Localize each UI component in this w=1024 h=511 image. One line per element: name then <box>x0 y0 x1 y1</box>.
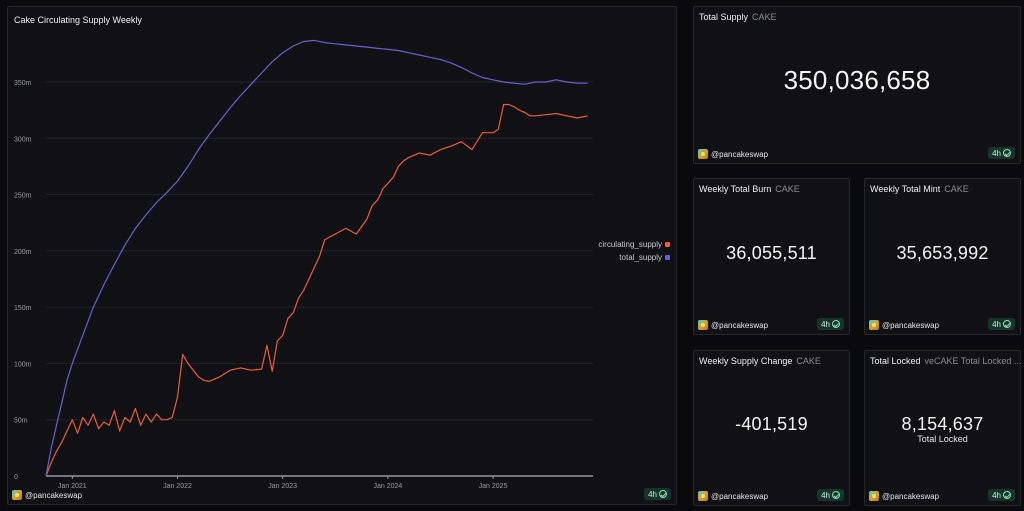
author-link[interactable]: @pancakeswap <box>869 320 939 330</box>
y-tick-label: 150m <box>14 305 32 312</box>
x-tick-label: Jan 2025 <box>479 483 508 490</box>
card-unit: CAKE <box>775 184 800 194</box>
legend-item-circulating[interactable]: circulating_supply <box>598 240 670 249</box>
chart-card: Cake Circulating Supply Weekly 0 50m 100m 1… <box>7 6 677 505</box>
author-link[interactable]: @pancakeswap <box>698 149 768 159</box>
check-circle-icon <box>1003 491 1011 499</box>
card-title: Total Locked veCAKE Total Locked ... <box>870 356 1021 366</box>
y-tick-label: 350m <box>14 80 32 87</box>
author-name: @pancakeswap <box>25 490 83 500</box>
weekly-burn-card: Weekly Total Burn CAKE 36,055,511 @pancak… <box>693 178 850 335</box>
refresh-badge[interactable]: 4h <box>988 147 1015 159</box>
total-locked-sublabel: Total Locked <box>917 434 968 444</box>
weekly-mint-card: Weekly Total Mint CAKE 35,653,992 @pancak… <box>864 178 1021 335</box>
card-title: Weekly Supply Change CAKE <box>699 356 821 366</box>
weekly-burn-value: 36,055,511 <box>726 243 817 263</box>
author-link[interactable]: @pancakeswap <box>698 320 768 330</box>
avatar <box>869 320 879 330</box>
refresh-label: 4h <box>992 490 1001 500</box>
chart-title: Cake Circulating Supply Weekly <box>14 15 142 25</box>
total-supply-value: 350,036,658 <box>783 65 931 95</box>
card-unit: CAKE <box>796 356 821 366</box>
card-title-text: Total Locked <box>870 356 921 366</box>
avatar <box>698 149 708 159</box>
card-title-text: Weekly Total Burn <box>699 184 772 194</box>
card-unit: veCAKE Total Locked ... <box>924 356 1022 366</box>
legend-label: circulating_supply <box>598 240 662 249</box>
refresh-label: 4h <box>821 319 830 329</box>
author-link[interactable]: @pancakeswap <box>869 491 939 501</box>
refresh-label: 4h <box>992 148 1001 158</box>
legend-label: total_supply <box>619 253 662 262</box>
check-circle-icon <box>1003 320 1011 328</box>
y-tick-label: 250m <box>14 193 32 200</box>
card-title-text: Weekly Total Mint <box>870 184 941 194</box>
series-line-circulating-supply <box>45 103 588 477</box>
author-link[interactable]: @pancakeswap <box>12 490 82 500</box>
author-name: @pancakeswap <box>882 491 940 501</box>
card-title: Total Supply CAKE <box>699 12 777 22</box>
x-tick-label: Jan 2024 <box>373 483 402 490</box>
y-tick-label: 100m <box>14 361 32 368</box>
author-link[interactable]: @pancakeswap <box>698 491 768 501</box>
x-tick-label: Jan 2023 <box>268 483 297 490</box>
check-circle-icon <box>659 490 667 498</box>
total-locked-value: 8,154,637 <box>901 414 984 434</box>
check-circle-icon <box>832 491 840 499</box>
series-line-total-supply <box>45 39 588 477</box>
author-name: @pancakeswap <box>711 320 769 330</box>
legend-swatch <box>665 242 670 247</box>
refresh-badge[interactable]: 4h <box>817 489 844 501</box>
check-circle-icon <box>1003 149 1011 157</box>
x-tick-label: Jan 2021 <box>58 483 87 490</box>
author-name: @pancakeswap <box>711 491 769 501</box>
avatar <box>12 490 22 500</box>
refresh-badge[interactable]: 4h <box>988 318 1015 330</box>
avatar <box>698 320 708 330</box>
avatar <box>869 491 879 501</box>
y-tick-label: 300m <box>14 136 32 143</box>
y-tick-label: 200m <box>14 249 32 256</box>
total-supply-card: Total Supply CAKE 350,036,658 @pancakeswa… <box>693 6 1021 164</box>
avatar <box>698 491 708 501</box>
weekly-change-value: -401,519 <box>735 414 808 434</box>
weekly-mint-value: 35,653,992 <box>896 243 989 263</box>
y-tick-label: 50m <box>14 418 28 425</box>
y-tick-label: 0 <box>14 474 18 481</box>
refresh-badge[interactable]: 4h <box>644 488 671 500</box>
author-name: @pancakeswap <box>711 149 769 159</box>
card-unit: CAKE <box>944 184 969 194</box>
card-title: Weekly Total Mint CAKE <box>870 184 969 194</box>
card-unit: CAKE <box>752 12 777 22</box>
refresh-label: 4h <box>821 490 830 500</box>
refresh-badge[interactable]: 4h <box>988 489 1015 501</box>
legend-swatch <box>665 255 670 260</box>
line-chart: 0 50m 100m 150m 200m 250m 300m 350m Jan 2021 Jan … <box>14 39 593 490</box>
x-tick-label: Jan 2022 <box>163 483 192 490</box>
card-title: Weekly Total Burn CAKE <box>699 184 800 194</box>
legend-item-total[interactable]: total_supply <box>619 253 670 262</box>
total-locked-card: Total Locked veCAKE Total Locked ... 8,15… <box>864 350 1021 506</box>
refresh-label: 4h <box>648 489 657 499</box>
check-circle-icon <box>832 320 840 328</box>
weekly-change-card: Weekly Supply Change CAKE -401,519 @panca… <box>693 350 850 506</box>
card-title-text: Total Supply <box>699 12 749 22</box>
refresh-label: 4h <box>992 319 1001 329</box>
refresh-badge[interactable]: 4h <box>817 318 844 330</box>
author-name: @pancakeswap <box>882 320 940 330</box>
card-title-text: Weekly Supply Change <box>699 356 793 366</box>
